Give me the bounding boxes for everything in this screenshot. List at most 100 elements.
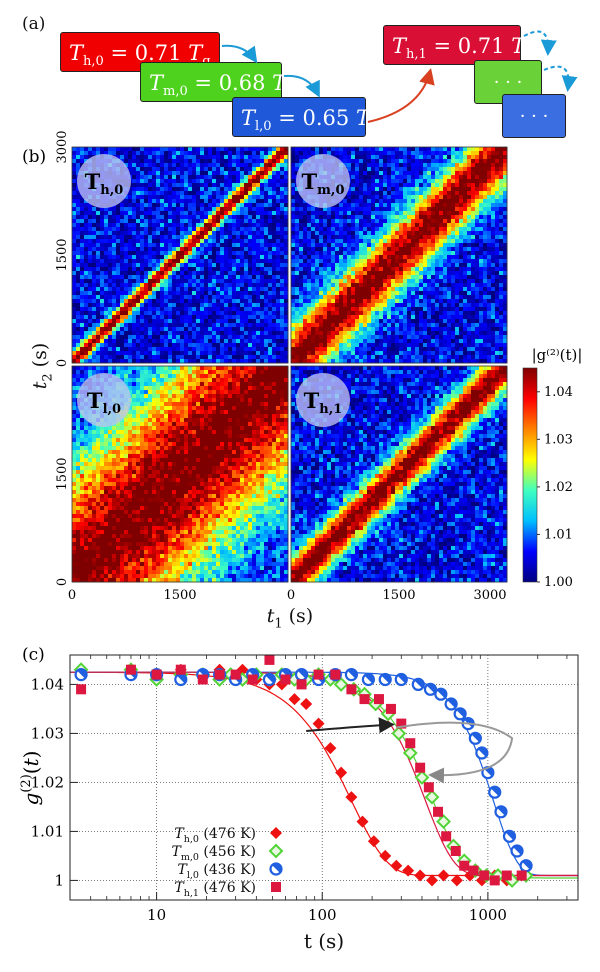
data-point xyxy=(501,870,512,881)
heatmap-4: Th,1 xyxy=(290,365,508,583)
data-point xyxy=(367,835,380,848)
data-point xyxy=(510,844,524,858)
data-point xyxy=(356,815,369,828)
data-point xyxy=(344,667,359,682)
x-tick-label: 1500 xyxy=(382,588,415,603)
colorbar-gradient xyxy=(522,367,538,583)
heatmap-3: Tl,0 xyxy=(71,365,289,583)
arrow-h0-to-m0 xyxy=(221,44,258,64)
data-point xyxy=(345,791,358,804)
data-point xyxy=(174,672,188,687)
heatmap-label-circle xyxy=(77,154,131,208)
temp-box-h1: Th,1 = 0.71 Tg xyxy=(383,25,534,65)
data-point xyxy=(423,682,438,696)
temp-box-l0: Tl,0 = 0.65 Tg xyxy=(232,97,378,137)
data-point xyxy=(519,859,533,873)
panel-a-label: (a) xyxy=(22,14,46,34)
y-tick-label: 1500 xyxy=(55,238,70,271)
colorbar: 1.04 1.03 1.02 1.01 1.00 |g⁽²⁾(t)| xyxy=(522,346,583,590)
data-point xyxy=(394,672,408,687)
heatmap-label-circle xyxy=(296,154,350,208)
fit-curve-3 xyxy=(70,671,578,877)
arrow-dashed-1 xyxy=(523,30,557,56)
colorbar-tick-label: 1.03 xyxy=(544,432,573,447)
data-point xyxy=(324,742,337,755)
data-point xyxy=(262,672,277,687)
correlation-maps: Th,0 Tm,0 Tl,0 Th,1 xyxy=(71,146,508,583)
data-point xyxy=(264,654,275,665)
arrow-dashed-2 xyxy=(543,65,578,92)
data-point xyxy=(385,703,396,714)
data-point xyxy=(423,782,434,793)
data-point xyxy=(516,870,527,881)
temp-box-dots-2: · · · xyxy=(502,94,566,138)
x-tick-label: 3000 xyxy=(473,588,506,603)
plot-frame xyxy=(69,654,579,901)
y-tick-label: 1.02 xyxy=(31,773,64,791)
colorbar-tick-label: 1.01 xyxy=(544,527,573,542)
data-point xyxy=(405,738,416,749)
data-point xyxy=(359,694,370,705)
data-point xyxy=(296,679,307,690)
data-point xyxy=(424,789,440,805)
data-point xyxy=(312,717,325,730)
data-point xyxy=(373,694,384,705)
x-tick-label: 100 xyxy=(308,906,337,924)
panel-c-label: (c) xyxy=(22,645,45,665)
heatmap-label: Th,1 xyxy=(304,388,343,417)
data-point xyxy=(475,746,489,760)
heatmap-1: Th,0 xyxy=(71,146,289,364)
data-point xyxy=(468,865,479,876)
data-point xyxy=(436,814,451,830)
data-point xyxy=(494,805,508,819)
data-point xyxy=(390,859,403,872)
data-point xyxy=(459,860,470,871)
data-point xyxy=(479,870,490,881)
colorbar-tick-label: 1.04 xyxy=(544,385,573,400)
data-point xyxy=(450,874,463,887)
x-tick-label: 1500 xyxy=(163,588,196,603)
y-axis-label: g(2)(t) xyxy=(19,751,43,806)
g2-decay-plot: 10 100 1000 1 1.01 1.02 1.03 1.04 Th,0 (476 K)Tm… xyxy=(19,654,579,953)
data-point xyxy=(313,669,324,680)
data-point xyxy=(453,707,467,721)
y-tick-label: 0 xyxy=(55,578,70,586)
arrow-indicator xyxy=(306,717,395,734)
data-point xyxy=(346,684,357,695)
heatmap-2: Tm,0 xyxy=(290,146,508,364)
legend-marker-3 xyxy=(269,862,283,876)
data-point xyxy=(175,664,186,675)
x-axis-label: t (s) xyxy=(304,929,344,953)
legend-label-3: Tl,0 (436 K) xyxy=(178,862,256,881)
data-point xyxy=(434,687,448,701)
data-point xyxy=(335,766,348,779)
data-point xyxy=(502,829,517,843)
map-axes: 3000 1500 0 1500 0 0 1500 0 1500 3000 t1 (s) t2 (s) xyxy=(29,130,507,631)
heatmap-frame xyxy=(290,146,508,364)
data-point xyxy=(444,697,458,711)
x-tick-label: 10 xyxy=(147,906,166,924)
series-2 xyxy=(73,662,534,888)
data-point xyxy=(333,676,349,692)
legend-marker-4 xyxy=(271,882,281,892)
data-point xyxy=(437,869,450,882)
legend-label-1: Th,0 (476 K) xyxy=(174,826,256,845)
heatmap-label: Tl,0 xyxy=(87,388,121,417)
data-point xyxy=(197,674,208,685)
data-point xyxy=(125,664,136,675)
data-point xyxy=(300,698,313,710)
data-point xyxy=(330,669,341,680)
colorbar-title: |g⁽²⁾(t)| xyxy=(532,346,583,364)
series-3 xyxy=(74,667,533,873)
fit-curve-1 xyxy=(70,671,578,877)
temp-box-m0: Tm,0 = 0.68 Tg xyxy=(140,62,294,102)
data-point xyxy=(414,869,427,882)
data-point xyxy=(76,684,87,695)
y-tick-label: 3000 xyxy=(55,130,70,163)
data-point xyxy=(468,731,482,745)
data-point xyxy=(294,667,309,682)
legend-label-2: Tm,0 (456 K) xyxy=(172,844,256,863)
x-tick-label: 0 xyxy=(68,588,76,603)
panel-b-label: (b) xyxy=(22,147,46,167)
y-tick-label: 1.01 xyxy=(31,822,64,840)
